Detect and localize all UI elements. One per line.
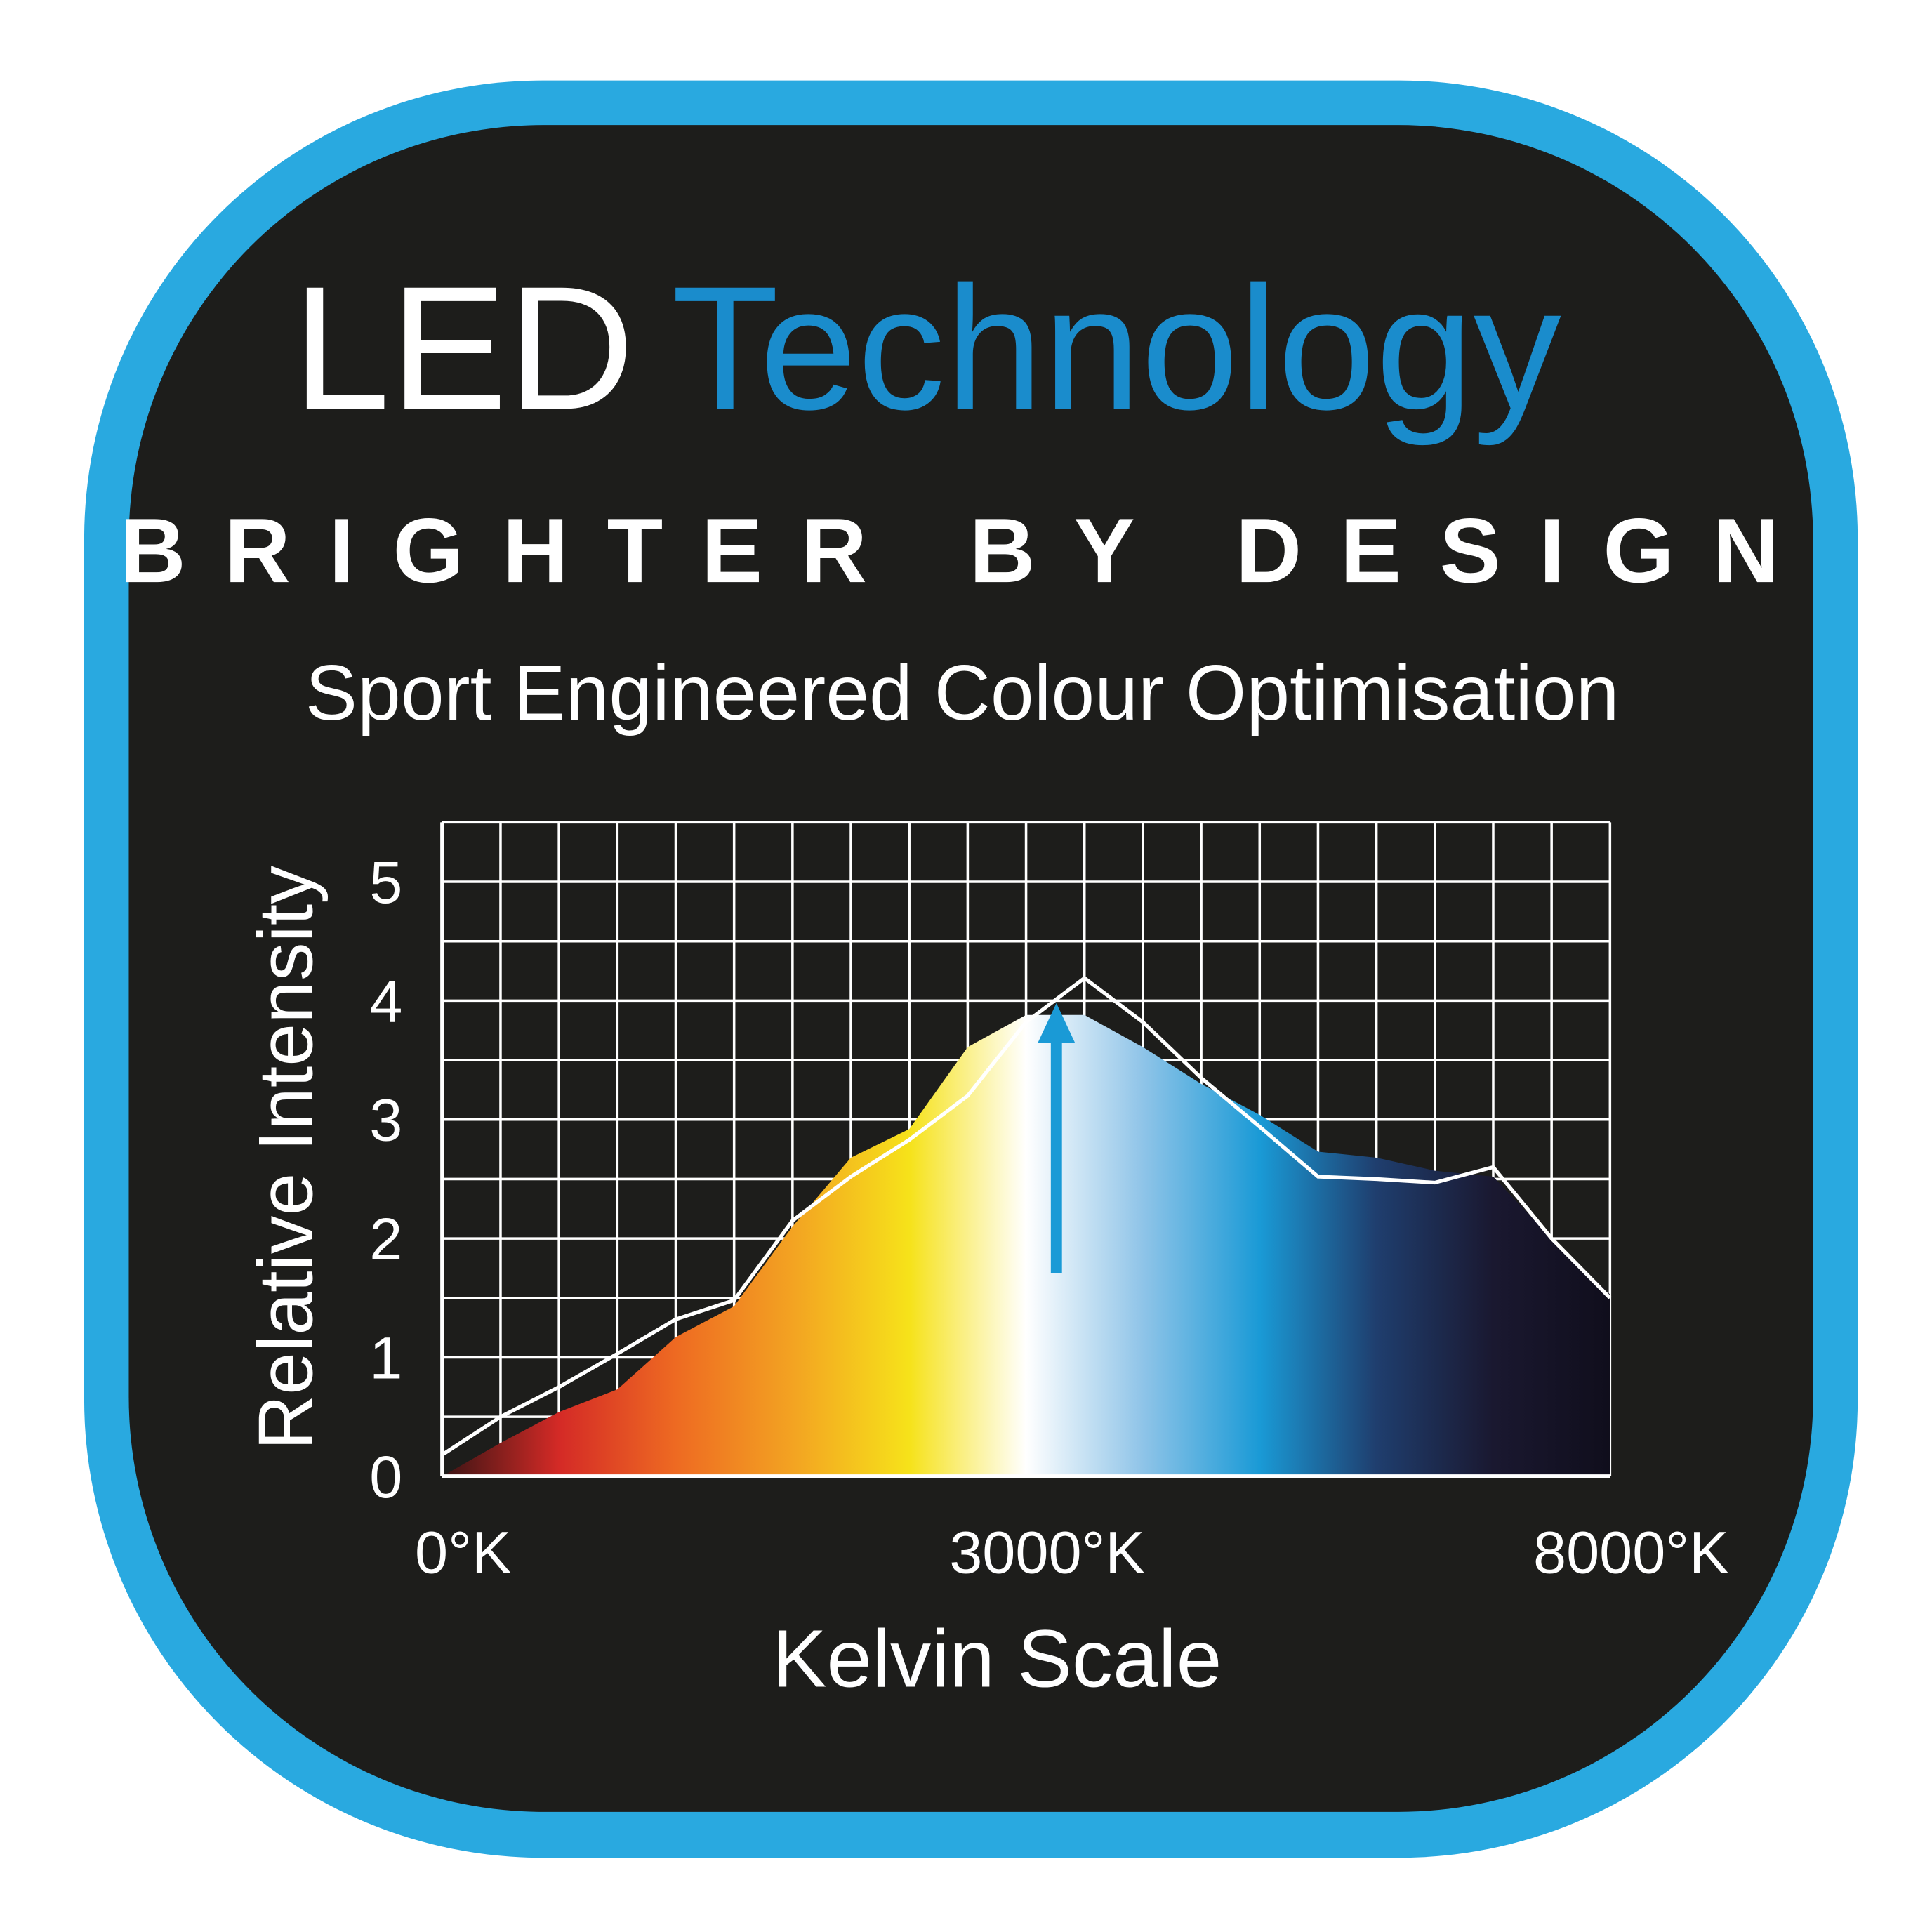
- x-tick-label: 3000°K: [949, 1519, 1145, 1585]
- arrow: [1038, 1003, 1076, 1273]
- caption: Sport Engineered Colour Optimisation: [305, 649, 1620, 736]
- y-tick-label: 0: [369, 1443, 402, 1510]
- spectrum-area: [442, 1014, 1610, 1476]
- y-axis-label: Relative Intensity: [244, 866, 329, 1450]
- title: LED Technology: [292, 250, 1561, 446]
- title-main: LED: [292, 250, 634, 446]
- x-tick-label: 8000°K: [1533, 1519, 1729, 1585]
- title-accent: Technology: [672, 250, 1561, 446]
- y-tick-label: 3: [369, 1087, 402, 1153]
- intensity-line: [441, 975, 1612, 1457]
- y-tick-label: 1: [369, 1324, 402, 1391]
- x-tick-label: 0°K: [415, 1519, 511, 1585]
- arrow-head: [1038, 1003, 1076, 1043]
- y-tick-label: 5: [369, 849, 402, 915]
- plot: 0 1 2 3 4 5 0°K 3000°K 8000°K: [369, 821, 1729, 1585]
- y-tick-label: 2: [369, 1205, 402, 1272]
- x-axis-label: Kelvin Scale: [772, 1613, 1222, 1705]
- y-tick-label: 4: [369, 967, 402, 1034]
- subtitle: BRIGHTER BY DESIGN: [120, 499, 1818, 602]
